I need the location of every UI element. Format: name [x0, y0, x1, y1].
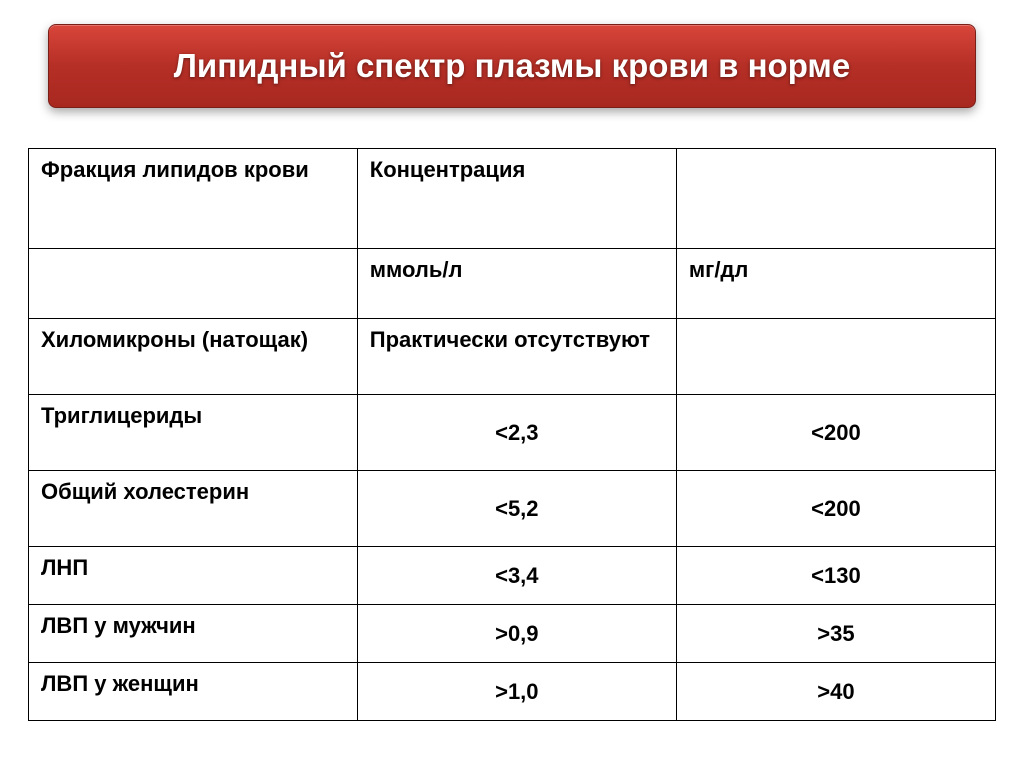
lipid-table: Фракция липидов крови Концентрация ммоль…	[28, 148, 996, 721]
title-bar: Липидный спектр плазмы крови в норме	[48, 24, 976, 108]
row-mgdl: >35	[676, 605, 995, 663]
table-row: Общий холестерин <5,2 <200	[29, 471, 996, 547]
units-mgdl: мг/дл	[676, 249, 995, 319]
row-name: ЛНП	[29, 547, 358, 605]
header-empty	[676, 149, 995, 249]
row-mmol: >0,9	[357, 605, 676, 663]
header-fraction: Фракция липидов крови	[29, 149, 358, 249]
row-name: Общий холестерин	[29, 471, 358, 547]
table-header-row: Фракция липидов крови Концентрация	[29, 149, 996, 249]
row-mmol: <3,4	[357, 547, 676, 605]
units-mmol: ммоль/л	[357, 249, 676, 319]
row-mmol: <2,3	[357, 395, 676, 471]
table-row: ЛВП у женщин >1,0 >40	[29, 663, 996, 721]
row-mmol: Практически отсутствуют	[357, 319, 676, 395]
table-row: ЛНП <3,4 <130	[29, 547, 996, 605]
table-row: ЛВП у мужчин >0,9 >35	[29, 605, 996, 663]
row-name: ЛВП у мужчин	[29, 605, 358, 663]
row-mgdl: <130	[676, 547, 995, 605]
units-empty	[29, 249, 358, 319]
row-name: ЛВП у женщин	[29, 663, 358, 721]
row-mmol: >1,0	[357, 663, 676, 721]
row-mgdl: <200	[676, 471, 995, 547]
row-name: Триглицериды	[29, 395, 358, 471]
page-title: Липидный спектр плазмы крови в норме	[79, 47, 945, 85]
header-concentration: Концентрация	[357, 149, 676, 249]
row-mgdl	[676, 319, 995, 395]
row-name: Хиломикроны (натощак)	[29, 319, 358, 395]
table-units-row: ммоль/л мг/дл	[29, 249, 996, 319]
row-mgdl: <200	[676, 395, 995, 471]
row-mgdl: >40	[676, 663, 995, 721]
table-row: Триглицериды <2,3 <200	[29, 395, 996, 471]
table-row: Хиломикроны (натощак) Практически отсутс…	[29, 319, 996, 395]
row-mmol: <5,2	[357, 471, 676, 547]
